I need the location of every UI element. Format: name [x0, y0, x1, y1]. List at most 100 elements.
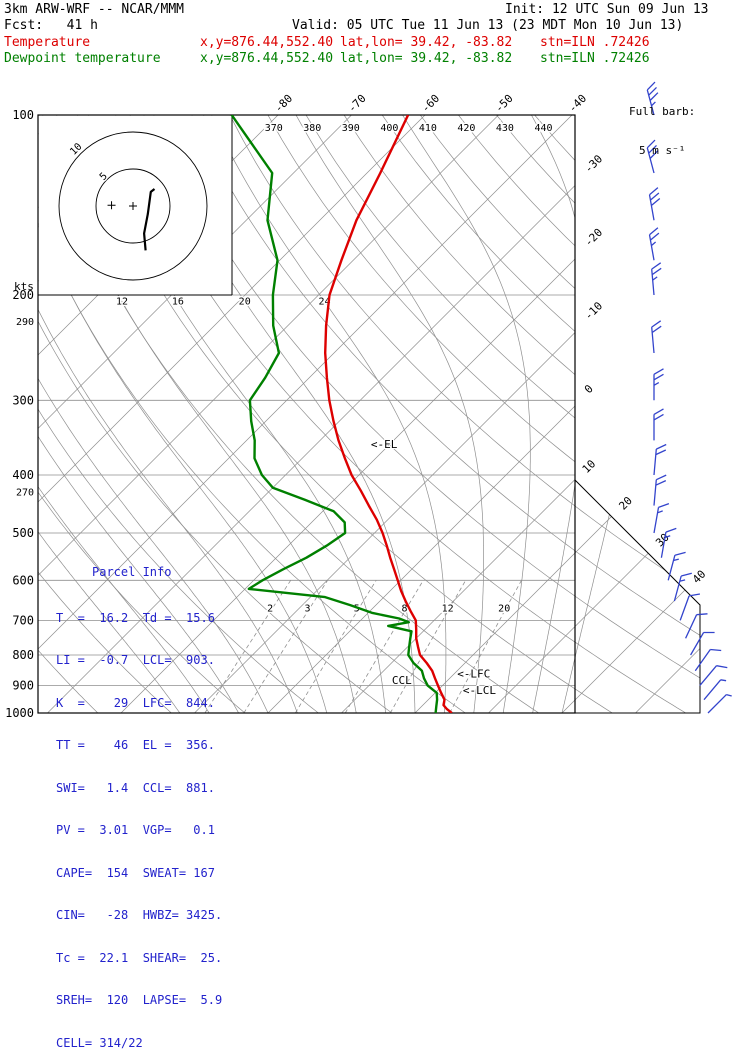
moist-adiabat-label: 20 [239, 296, 251, 307]
dry-adiabat-label: 430 [496, 123, 514, 134]
temperature-xy: x,y=876.44,552.40 [200, 35, 334, 50]
plot-border [37, 114, 576, 714]
hodograph-plus-marker [107, 201, 116, 210]
pressure-tick-label: 100 [12, 108, 34, 122]
pressure-tick-label: 500 [12, 526, 34, 540]
pressure-tick-label: 800 [12, 648, 34, 662]
wind-barb [646, 81, 659, 116]
wind-barb [660, 527, 677, 558]
isotherm-label: 0 [582, 382, 596, 396]
isotherm-label: 40 [690, 568, 709, 587]
dry-adiabat-label: 410 [419, 123, 437, 134]
forecast-hour: Fcst: 41 h [4, 18, 98, 33]
valid-time: Valid: 05 UTC Tue 11 Jun 13 (23 MDT Mon … [292, 18, 684, 33]
isotherm-label: -20 [582, 226, 605, 249]
plot-extension-border [574, 479, 701, 714]
wind-barb [694, 648, 722, 672]
pressure-tick-label: 600 [12, 573, 34, 587]
wind-barb [646, 139, 659, 174]
pressure-tick-label: 400 [12, 468, 34, 482]
wind-barb [651, 262, 662, 296]
parcel-info-row: CELL= 314/22 [56, 1035, 143, 1050]
hodograph-ring [58, 131, 208, 281]
plot-background [38, 115, 700, 713]
dewpoint-xy: x,y=876.44,552.40 [200, 51, 334, 66]
parcel-info-row: TT = 46 EL = 356. [56, 738, 215, 752]
annotation-ccl: CCL [392, 674, 412, 687]
annotation-el: <-EL [371, 438, 398, 451]
wind-barb [673, 572, 692, 602]
parcel-info-title: Parcel Info [92, 565, 172, 579]
wind-barb [707, 693, 732, 714]
wind-barb [703, 679, 727, 701]
pressure-tick-label: 700 [12, 613, 34, 627]
temperature-curve [324, 115, 453, 713]
wind-barb [667, 551, 686, 581]
pressure-tick-label: 300 [12, 393, 34, 407]
dewpoint-header-row: Dewpoint temperature x,y=876.44,552.40 l… [0, 51, 740, 67]
wind-barb [653, 502, 670, 534]
parcel-info-row: Tc = 22.1 SHEAR= 25. [56, 950, 223, 965]
wind-barb [653, 443, 667, 476]
wind-barb [690, 631, 715, 656]
parcel-info-row: SWI= 1.4 CCL= 881. [56, 780, 215, 795]
parcel-info-row: K = 29 LFC= 844. [56, 695, 215, 710]
barb-legend-title: Full barb: [629, 105, 696, 118]
sounding-curves: <-EL CCL <-LFC <-LCL [230, 115, 497, 713]
isotherm-label: -70 [345, 92, 368, 115]
isotherm-label: -30 [582, 152, 605, 175]
moist-adiabat-label: 16 [172, 296, 184, 307]
model-title: 3km ARW-WRF -- NCAR/MMM [4, 2, 185, 17]
pressure-tick-label: 1000 [5, 706, 34, 720]
temperature-label: Temperature [4, 35, 91, 50]
hodograph-units-label: kts [14, 280, 34, 293]
parcel-info-panel: Parcel Info T = 16.2 Td = 15.6 LI = -0.7… [56, 537, 222, 1064]
mixing-ratio-label: 20 [498, 604, 510, 615]
parcel-info-row: CAPE= 154 SWEAT= 167 [56, 865, 215, 880]
wind-barb [653, 368, 664, 401]
dry-adiabat-label: 270 [16, 488, 34, 499]
parcel-info-row: LI = -0.7 LCL= 903. [56, 653, 215, 667]
dry-adiabat-label: 290 [16, 317, 34, 328]
wind-barb [648, 187, 661, 221]
wind-barbs [646, 81, 732, 714]
annotation-lcl: <-LCL [463, 684, 496, 697]
dewpoint-stn: stn=ILN .72426 [540, 51, 650, 66]
temperature-latlon: lat,lon= 39.42, -83.82 [340, 35, 513, 50]
skewt-chart: 510kts1002003004005006007008009001000-80… [5, 81, 732, 720]
parcel-info-row: SREH= 120 LAPSE= 5.9 [56, 993, 223, 1007]
moist-adiabat-label: 12 [116, 296, 128, 307]
isotherm-label: -10 [582, 299, 605, 322]
dry-adiabat-label: 370 [265, 123, 283, 134]
init-time: Init: 12 UTC Sun 09 Jun 13 [505, 2, 709, 17]
mixing-ratio-label: 3 [304, 604, 310, 615]
wind-barb [699, 665, 728, 687]
barb-legend-value: 5 m s⁻¹ [639, 144, 686, 157]
pressure-tick-label: 200 [12, 288, 34, 302]
isotherm-label: 10 [580, 457, 599, 476]
dry-adiabat-label: 440 [534, 123, 552, 134]
wind-barb [653, 408, 664, 441]
mixing-ratio-label: 8 [401, 604, 407, 615]
dewpoint-label: Dewpoint temperature [4, 51, 161, 66]
dry-adiabat-label: 390 [342, 123, 360, 134]
isotherm-label: -80 [272, 92, 295, 115]
parcel-info-row: T = 16.2 Td = 15.6 [56, 610, 215, 625]
isotherm-label: 30 [653, 531, 672, 550]
isotherm-label: 20 [616, 494, 635, 513]
barb-legend: Full barb: 5 m s⁻¹ [629, 79, 695, 170]
dry-adiabat-label: 380 [303, 123, 321, 134]
dewpoint-latlon: lat,lon= 39.42, -83.82 [340, 51, 513, 66]
annotation-lfc: <-LFC [457, 667, 490, 680]
hodograph-plus-marker [129, 202, 137, 210]
isotherm-label: -60 [419, 92, 442, 115]
header-row-1: 3km ARW-WRF -- NCAR/MMM Init: 12 UTC Sun… [0, 2, 740, 18]
parcel-info-row: PV = 3.01 VGP= 0.1 [56, 823, 215, 837]
dewpoint-curve [230, 115, 439, 713]
mixing-ratio-label: 5 [354, 604, 360, 615]
wind-barb [685, 613, 708, 639]
pressure-tick-label: 900 [12, 679, 34, 693]
mixing-ratio-label: 2 [267, 604, 273, 615]
hodograph-ring [95, 168, 171, 244]
